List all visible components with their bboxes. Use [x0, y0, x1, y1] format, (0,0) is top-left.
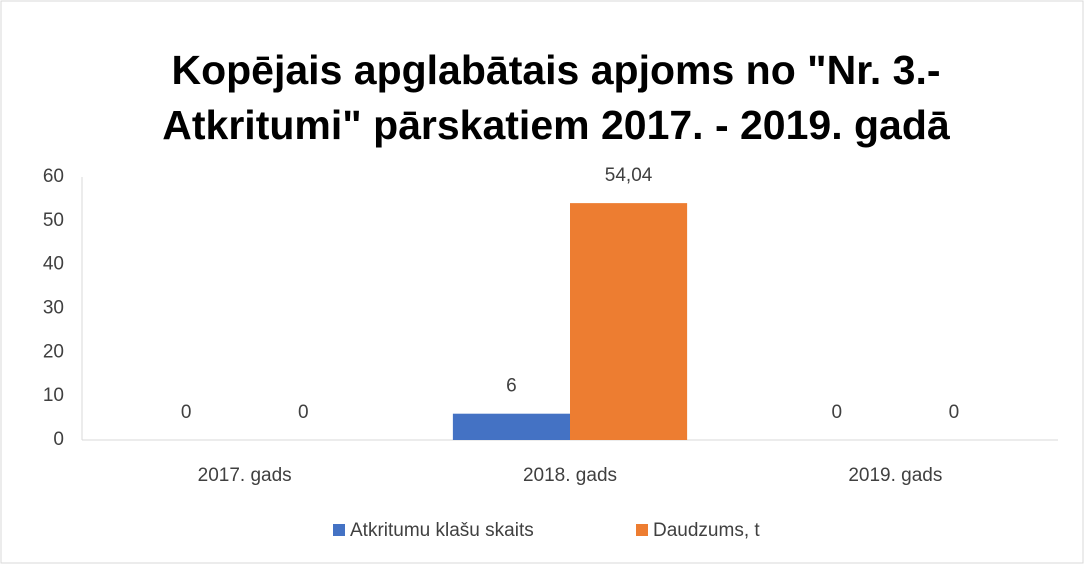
x-tick-label: 2018. gads [523, 465, 617, 486]
y-tick-label: 40 [43, 254, 64, 275]
y-tick-label: 10 [43, 385, 64, 406]
x-tick-label: 2017. gads [198, 465, 292, 486]
x-tick-label: 2019. gads [848, 465, 942, 486]
legend-swatch [636, 524, 648, 536]
y-tick-label: 60 [43, 166, 64, 187]
data-label: 54,04 [605, 165, 653, 186]
bar [452, 413, 570, 440]
data-label: 6 [506, 376, 517, 397]
chart-title: Kopējais apglabātais apjoms no "Nr. 3.- [171, 47, 940, 93]
chart-title: Atkritumi" pārskatiem 2017. - 2019. gadā [162, 102, 951, 148]
legend-swatch [333, 524, 345, 536]
data-label: 0 [831, 402, 842, 423]
y-tick-label: 30 [43, 298, 64, 319]
legend-label: Atkritumu klašu skaits [350, 520, 534, 541]
bar [570, 203, 688, 440]
y-tick-label: 20 [43, 341, 64, 362]
data-label: 0 [298, 402, 309, 423]
data-label: 0 [181, 402, 192, 423]
legend-label: Daudzums, t [653, 520, 760, 541]
y-tick-label: 50 [43, 210, 64, 231]
data-label: 0 [949, 402, 960, 423]
y-tick-label: 0 [53, 429, 64, 450]
